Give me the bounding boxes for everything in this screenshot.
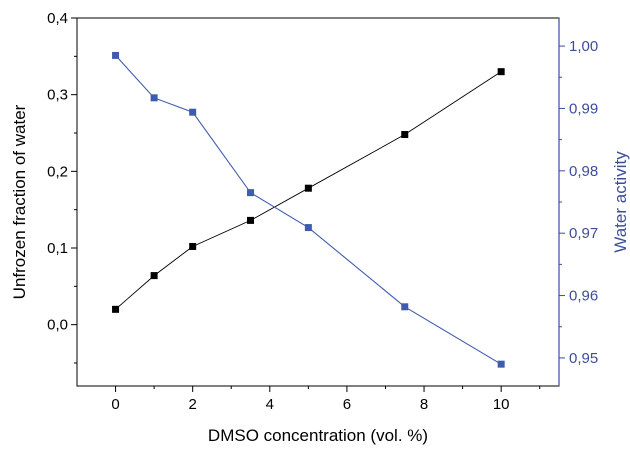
x-tick-label: 10 — [493, 396, 510, 413]
unfrozen-fraction-point — [150, 272, 158, 280]
left-y-tick-label: 0,3 — [47, 87, 68, 104]
x-tick-label: 0 — [111, 396, 119, 413]
right-y-tick-label: 0,99 — [569, 100, 598, 117]
x-tick-label: 4 — [266, 396, 274, 413]
water-activity-point — [112, 51, 120, 59]
x-tick-label: 2 — [189, 396, 197, 413]
x-tick-label: 6 — [343, 396, 351, 413]
unfrozen-fraction-point — [497, 68, 505, 76]
unfrozen-fraction-point — [247, 216, 255, 224]
series-layer — [112, 51, 505, 368]
water-activity-point — [401, 303, 409, 311]
unfrozen-fraction-point — [189, 242, 197, 250]
water-activity-point — [189, 108, 197, 116]
left-y-tick-label: 0,0 — [47, 317, 68, 334]
left-y-tick-label: 0,4 — [47, 10, 68, 27]
right-y-tick-label: 0,98 — [569, 163, 598, 180]
unfrozen-fraction-point — [401, 131, 409, 139]
right-y-tick-label: 1,00 — [569, 38, 598, 55]
x-axis-ticks: 0 2 4 6 8 10 — [111, 386, 541, 413]
left-y-axis-title: Unfrozen fraction of water — [10, 104, 29, 299]
x-tick-label: 8 — [420, 396, 428, 413]
unfrozen-fraction-point — [304, 184, 312, 192]
right-y-tick-label: 0,95 — [569, 350, 598, 367]
right-y-axis-ticks: 0,95 0,96 0,97 0,98 0,99 1,00 — [559, 38, 598, 367]
left-y-axis-ticks: 0,0 0,1 0,2 0,3 0,4 — [47, 10, 77, 364]
right-y-tick-label: 0,97 — [569, 225, 598, 242]
left-y-tick-label: 0,1 — [47, 240, 68, 257]
x-axis-title: DMSO concentration (vol. %) — [208, 426, 428, 445]
right-y-tick-label: 0,96 — [569, 288, 598, 305]
water-activity-point — [497, 360, 505, 368]
left-y-tick-label: 0,2 — [47, 163, 68, 180]
plot-frame — [76, 17, 560, 387]
water-activity-point — [247, 189, 255, 197]
water-activity-point — [150, 94, 158, 102]
water-activity-series-line — [115, 55, 502, 365]
unfrozen-fraction-point — [112, 305, 120, 313]
right-y-axis-title: Water activity — [611, 151, 630, 253]
water-activity-point — [304, 224, 312, 232]
